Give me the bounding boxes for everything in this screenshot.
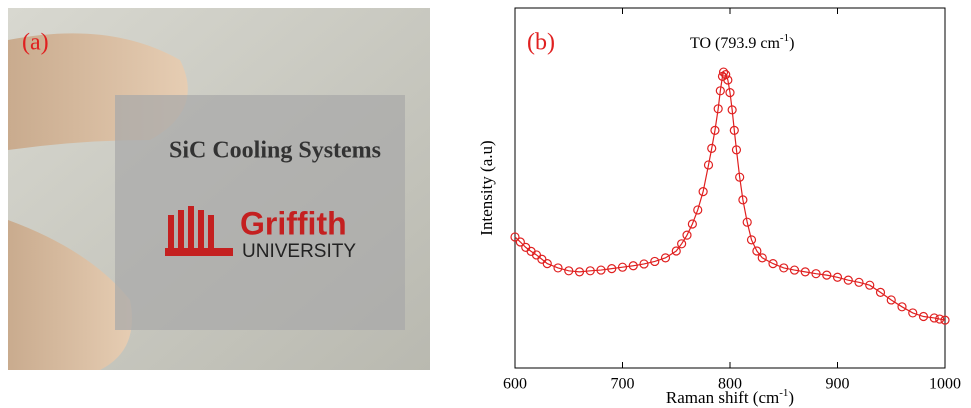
data-point (918, 311, 929, 322)
data-point (752, 246, 762, 256)
data-point (574, 267, 585, 277)
data-point (886, 295, 896, 305)
data-point (707, 143, 717, 153)
data-point (660, 253, 671, 263)
data-point (929, 313, 939, 323)
data-point (757, 253, 767, 263)
data-point (940, 315, 950, 325)
panel-label: (a) (22, 30, 49, 56)
data-point (800, 267, 810, 277)
logo-mark (165, 206, 233, 256)
annotation: TO (793.9 cm-1) (690, 32, 794, 52)
thumb (8, 220, 132, 370)
x-tick-label: 800 (718, 376, 742, 393)
data-point (718, 67, 729, 77)
data-point (854, 277, 864, 287)
data-point (742, 217, 752, 227)
data-point (607, 264, 617, 274)
data-point (542, 259, 552, 269)
data-point (727, 105, 737, 115)
data-point (617, 262, 628, 272)
glass-slide (115, 95, 405, 330)
logo-text: Griffith (240, 205, 347, 241)
data-point (789, 265, 800, 275)
logo-subtext: UNIVERSITY (242, 241, 356, 262)
plot-frame (514, 7, 946, 369)
x-axis-label: Raman shift (cm-1) (666, 387, 794, 407)
data-point (650, 256, 660, 267)
data-point (731, 145, 742, 155)
data-point (738, 195, 748, 205)
data-point (723, 75, 733, 85)
data-point (553, 263, 563, 273)
data-point (811, 269, 821, 279)
data-point (832, 272, 843, 282)
data-point (721, 69, 731, 80)
chart-panel: (b) TO (793.9 cm-1) Raman shift (cm-1) I… (477, 7, 961, 407)
data-point (596, 265, 606, 275)
data-point (703, 160, 714, 170)
data-point (671, 246, 681, 256)
data-point (908, 308, 918, 318)
data-point (698, 187, 708, 197)
data-point (729, 125, 739, 135)
data-point (677, 239, 687, 249)
data-point (585, 266, 595, 276)
data-point (715, 86, 725, 96)
data-point (693, 205, 703, 215)
x-tick-label: 700 (611, 376, 635, 393)
data-point (735, 172, 745, 182)
data-point (564, 266, 574, 276)
data-point (935, 314, 945, 324)
panel-label: (b) (527, 30, 555, 56)
data-point (725, 87, 735, 98)
data-point (768, 259, 778, 269)
x-tick-label: 1000 (929, 376, 961, 393)
data-point (897, 302, 907, 312)
data-point (682, 230, 692, 240)
data-point (639, 259, 649, 269)
x-tick-label: 900 (826, 376, 850, 393)
data-point (746, 235, 757, 245)
data-point (822, 270, 832, 280)
photo-panel: SiC Cooling Systems Griffith UNIVERSITY … (8, 8, 430, 370)
data-point (875, 287, 886, 297)
y-axis-label: Intensity (a.u) (477, 140, 496, 235)
data-point (628, 261, 638, 271)
data-point (687, 219, 697, 229)
data-point (510, 232, 520, 242)
x-tick-label: 600 (503, 376, 527, 393)
data-point (713, 104, 723, 114)
slide-text: SiC Cooling Systems (169, 138, 381, 164)
data-line (514, 70, 946, 321)
data-point (515, 237, 525, 247)
data-point (843, 275, 853, 285)
data-point (865, 280, 875, 290)
data-point (779, 263, 789, 273)
data-point (710, 125, 720, 135)
